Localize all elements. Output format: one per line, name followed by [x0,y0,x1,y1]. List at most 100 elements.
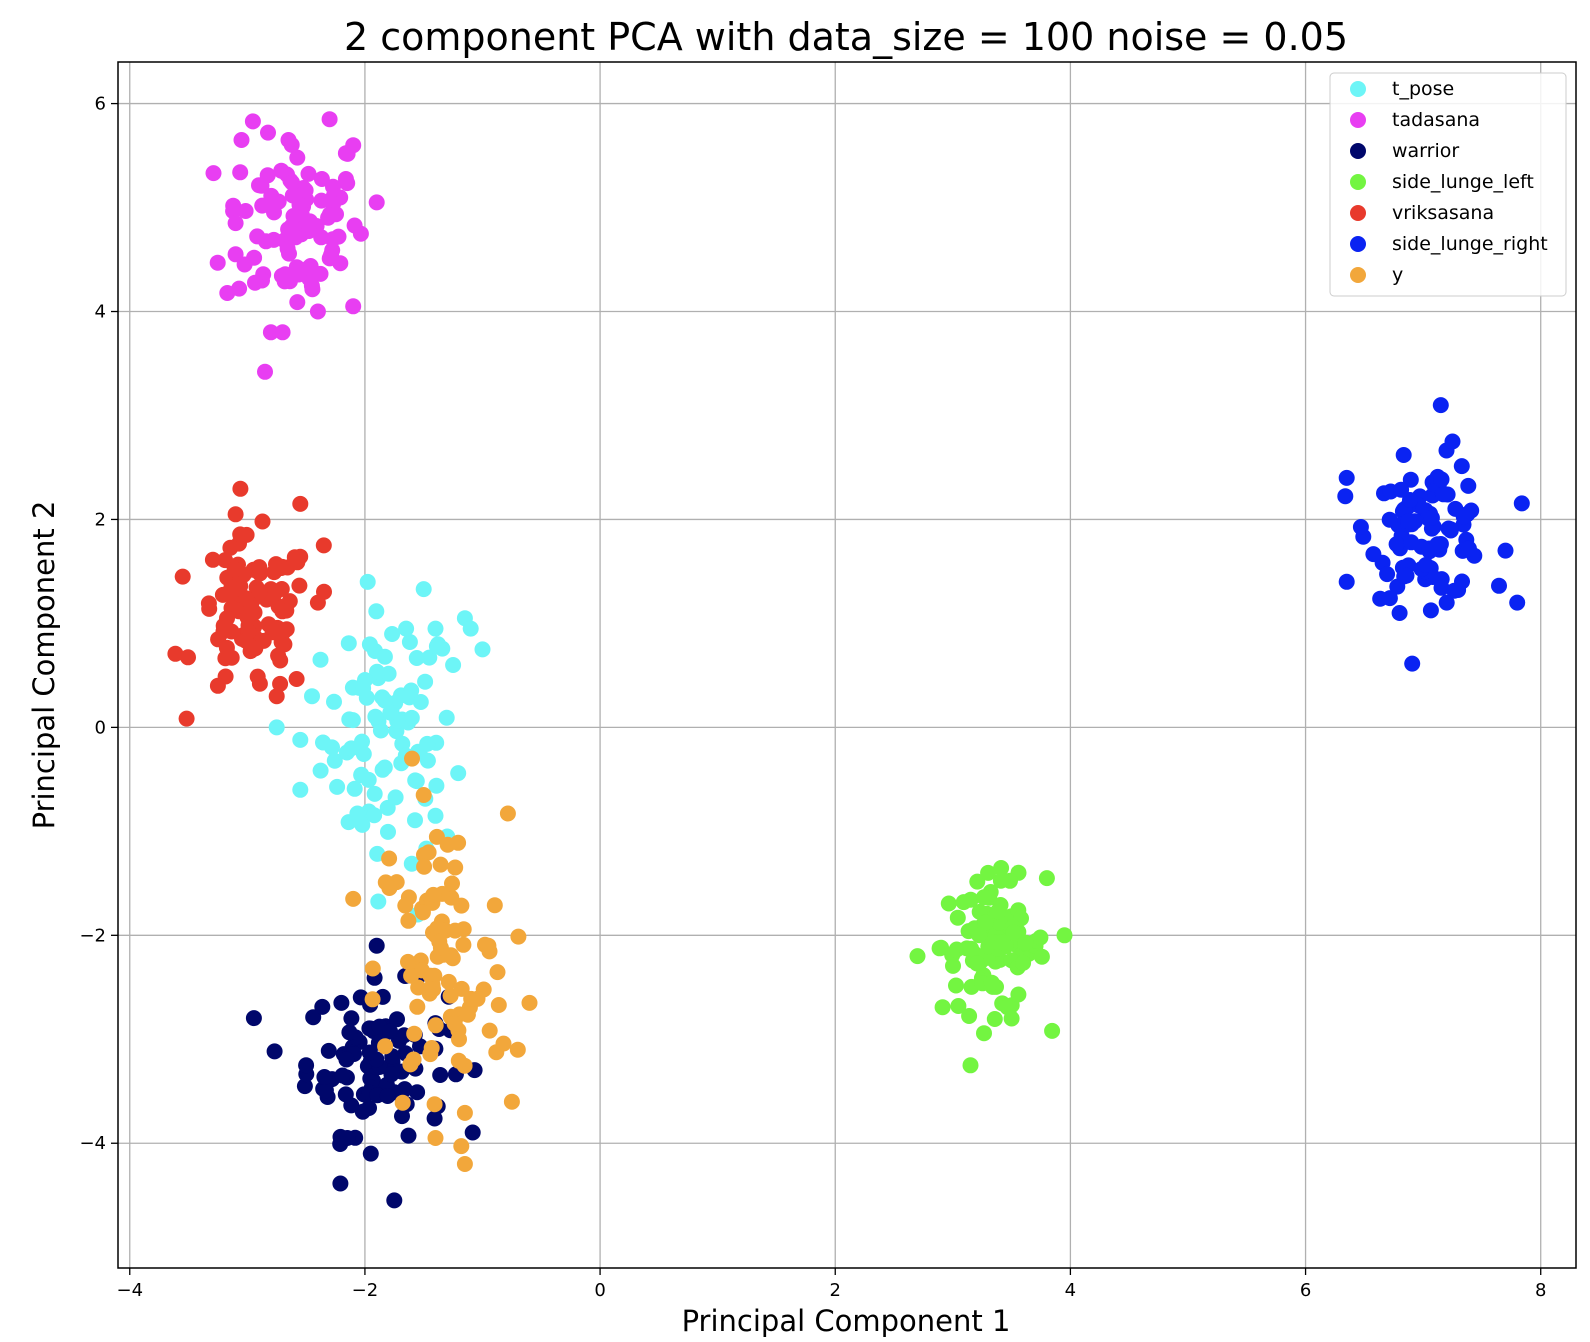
x-tick-label: 4 [1065,1280,1076,1301]
data-point [218,639,235,656]
legend-box [1329,72,1567,297]
data-point [305,1009,322,1026]
data-point [285,208,302,224]
data-point [354,1103,371,1120]
data-point [425,981,442,998]
data-point [343,1010,360,1027]
data-point [409,998,426,1015]
data-point [268,556,284,573]
y-axis-label: Principal Component 2 [27,501,61,830]
data-point [266,204,282,221]
data-point [268,719,285,736]
data-point [281,245,297,262]
data-point [289,294,306,311]
data-point [222,539,239,556]
legend: t_pose tadasana warrior side_lunge_leftvrik… [1329,72,1567,297]
data-point [451,1031,467,1048]
data-point [431,933,448,950]
legend-marker [1350,267,1366,283]
data-point [1435,486,1452,503]
data-point [288,259,305,276]
data-point [1438,594,1455,611]
data-point [368,194,385,211]
data-point [209,677,226,694]
legend-marker [1350,236,1366,252]
data-point [232,164,249,181]
data-point [292,731,309,748]
data-point [337,1086,354,1103]
data-point [328,206,344,223]
data-point [334,1067,351,1084]
data-point [980,864,997,881]
data-point [383,1066,400,1083]
data-point [302,213,318,230]
data-point [296,1078,313,1095]
data-point [986,1011,1003,1027]
data-point [254,513,271,530]
data-point [314,998,331,1015]
data-point [447,922,464,939]
data-point [1460,540,1477,557]
data-point [429,920,446,937]
data-point [450,834,467,851]
data-point [931,940,948,957]
data-point [426,1096,443,1113]
data-point [1433,579,1450,596]
data-point [490,997,507,1013]
data-point [1015,954,1032,971]
x-tick-label: 8 [1535,1280,1546,1301]
data-point [266,1043,283,1060]
data-point [1433,471,1450,488]
data-point [368,937,385,954]
legend-label: warrior [1392,140,1459,162]
data-point [227,246,244,263]
data-point [386,1192,403,1209]
data-point [1338,469,1355,486]
data-point [950,998,967,1014]
data-point [349,805,366,822]
data-point [1388,536,1405,553]
x-tick-label: 2 [830,1280,841,1301]
data-point [486,897,503,914]
data-point [403,967,420,984]
data-point [994,934,1011,951]
data-point [407,772,424,789]
data-point [209,254,226,271]
data-point [416,858,433,875]
data-point [474,641,491,658]
data-point [284,187,301,204]
data-point [1455,508,1472,525]
data-point [1381,590,1398,607]
data-point [312,651,329,668]
data-point [384,626,401,642]
data-point [376,648,393,665]
data-point [341,1024,358,1041]
data-point [255,632,272,649]
data-point [376,759,393,776]
data-point [244,113,261,130]
data-point [909,948,926,965]
data-point [1497,542,1514,559]
legend-marker [1350,143,1366,159]
data-point [1423,509,1440,526]
data-point [312,762,329,779]
data-point [254,197,271,214]
plot-frame [117,61,1577,1269]
data-point [403,709,420,726]
data-point [355,746,372,762]
data-point [976,889,992,906]
data-point [489,964,506,981]
data-point [272,652,289,669]
data-point [259,167,276,184]
data-point [231,280,248,297]
data-point [225,197,242,214]
data-point [1417,557,1434,573]
data-point [955,894,972,911]
data-point [464,1124,481,1141]
data-point [380,823,396,840]
data-point [407,812,423,829]
data-point [417,673,434,690]
data-point [422,967,439,984]
data-point [1391,605,1408,621]
data-point [1352,519,1369,535]
